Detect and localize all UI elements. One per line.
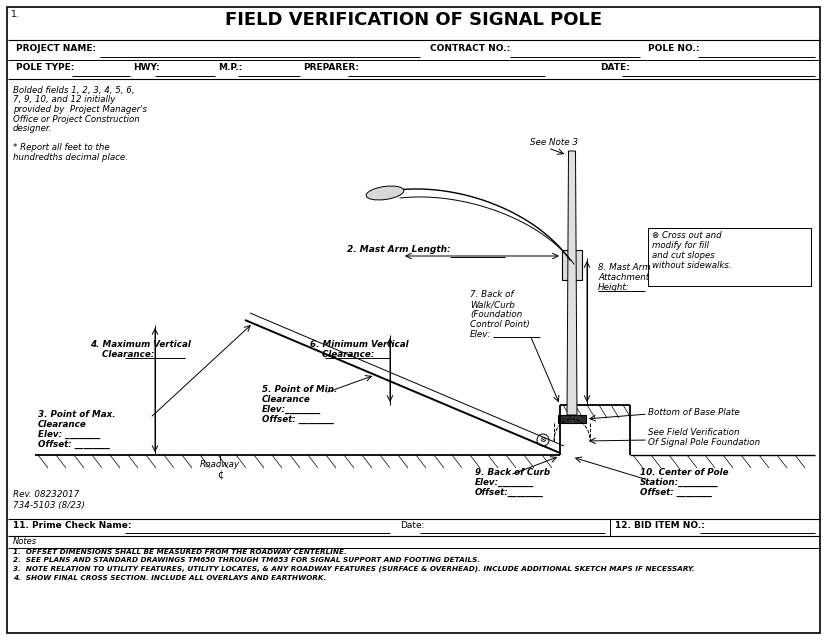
Text: designer.: designer. <box>13 124 52 133</box>
Text: 3. Point of Max.: 3. Point of Max. <box>38 410 116 419</box>
Bar <box>558 415 586 423</box>
Text: * Report all feet to the: * Report all feet to the <box>13 143 110 152</box>
Text: Bottom of Base Plate: Bottom of Base Plate <box>648 408 739 417</box>
Text: DATE:: DATE: <box>600 63 629 72</box>
Text: Station:_________: Station:_________ <box>640 478 719 487</box>
Bar <box>562 250 582 280</box>
Text: Clearance:: Clearance: <box>90 350 155 359</box>
Text: Height:: Height: <box>598 283 629 292</box>
Text: (Foundation: (Foundation <box>470 310 522 319</box>
Text: Offset: ________: Offset: ________ <box>640 488 712 497</box>
Text: ⊗: ⊗ <box>539 435 547 445</box>
Text: and cut slopes: and cut slopes <box>652 251 715 260</box>
Text: 2. Mast Arm Length:: 2. Mast Arm Length: <box>347 245 451 254</box>
Text: 1.  OFFSET DIMENSIONS SHALL BE MEASURED FROM THE ROADWAY CENTERLINE.: 1. OFFSET DIMENSIONS SHALL BE MEASURED F… <box>13 549 347 555</box>
Text: 734-5103 (8/23): 734-5103 (8/23) <box>13 501 85 510</box>
Text: Clearance:: Clearance: <box>310 350 375 359</box>
Text: Offset: ________: Offset: ________ <box>38 440 110 449</box>
Text: ⊗ Cross out and: ⊗ Cross out and <box>652 231 722 240</box>
Text: without sidewalks.: without sidewalks. <box>652 261 732 270</box>
Text: Attachment: Attachment <box>598 273 649 282</box>
Text: 4. Maximum Vertical: 4. Maximum Vertical <box>90 340 191 349</box>
Text: 11. Prime Check Name:: 11. Prime Check Name: <box>13 521 131 530</box>
Text: 7, 9, 10, and 12 initially: 7, 9, 10, and 12 initially <box>13 95 116 104</box>
Text: FIELD VERIFICATION OF SIGNAL POLE: FIELD VERIFICATION OF SIGNAL POLE <box>226 11 603 29</box>
Bar <box>648 228 811 286</box>
Text: See Field Verification: See Field Verification <box>648 428 739 437</box>
Text: Offset: ________: Offset: ________ <box>262 415 334 424</box>
Text: ¢: ¢ <box>217 470 223 480</box>
Text: Of Signal Pole Foundation: Of Signal Pole Foundation <box>648 438 760 447</box>
Text: CONTRACT NO.:: CONTRACT NO.: <box>430 44 510 53</box>
Text: 2.  SEE PLANS AND STANDARD DRAWINGS TM650 THROUGH TM653 FOR SIGNAL SUPPORT AND F: 2. SEE PLANS AND STANDARD DRAWINGS TM650… <box>13 557 480 563</box>
Text: hundredths decimal place.: hundredths decimal place. <box>13 152 128 161</box>
Text: Clearance: Clearance <box>38 420 87 429</box>
Text: Elev:________: Elev:________ <box>262 405 321 414</box>
Text: Date:: Date: <box>400 521 424 530</box>
Text: See Note 3: See Note 3 <box>530 138 578 147</box>
Text: Clearance: Clearance <box>262 395 311 404</box>
Polygon shape <box>567 151 577 415</box>
Text: 10. Center of Pole: 10. Center of Pole <box>640 468 729 477</box>
Text: Notes: Notes <box>13 537 37 546</box>
Ellipse shape <box>366 186 404 200</box>
Text: POLE TYPE:: POLE TYPE: <box>16 63 74 72</box>
Text: Offset:________: Offset:________ <box>475 488 543 497</box>
Text: 8. Mast Arm: 8. Mast Arm <box>598 263 651 272</box>
Text: Elev:________: Elev:________ <box>475 478 534 487</box>
Text: PREPARER:: PREPARER: <box>303 63 359 72</box>
Text: Office or Project Construction: Office or Project Construction <box>13 115 140 124</box>
Text: provided by  Project Manager's: provided by Project Manager's <box>13 105 147 114</box>
Text: Control Point): Control Point) <box>470 320 530 329</box>
Text: 4.  SHOW FINAL CROSS SECTION. INCLUDE ALL OVERLAYS AND EARTHWORK.: 4. SHOW FINAL CROSS SECTION. INCLUDE ALL… <box>13 575 326 580</box>
Text: 7. Back of: 7. Back of <box>470 290 514 299</box>
Text: PROJECT NAME:: PROJECT NAME: <box>16 44 96 53</box>
Text: 9. Back of Curb: 9. Back of Curb <box>475 468 550 477</box>
Text: 5. Point of Min.: 5. Point of Min. <box>262 385 337 394</box>
Text: modify for fill: modify for fill <box>652 241 709 250</box>
Text: Bolded fields 1, 2, 3, 4, 5, 6,: Bolded fields 1, 2, 3, 4, 5, 6, <box>13 86 135 95</box>
Text: M.P.:: M.P.: <box>218 63 242 72</box>
Text: Elev: ________: Elev: ________ <box>38 430 100 439</box>
Text: 3.  NOTE RELATION TO UTILITY FEATURES, UTILITY LOCATES, & ANY ROADWAY FEATURES (: 3. NOTE RELATION TO UTILITY FEATURES, UT… <box>13 566 695 573</box>
Text: Rev. 08232017: Rev. 08232017 <box>13 490 79 499</box>
Text: 12. BID ITEM NO.:: 12. BID ITEM NO.: <box>615 521 705 530</box>
Text: HWY:: HWY: <box>133 63 160 72</box>
Text: 6. Minimum Vertical: 6. Minimum Vertical <box>310 340 409 349</box>
Text: Elev:: Elev: <box>470 330 491 339</box>
Text: Roadway: Roadway <box>200 460 240 469</box>
Text: Walk/Curb: Walk/Curb <box>470 300 514 309</box>
Text: POLE NO.:: POLE NO.: <box>648 44 700 53</box>
Text: 1.: 1. <box>11 10 20 19</box>
